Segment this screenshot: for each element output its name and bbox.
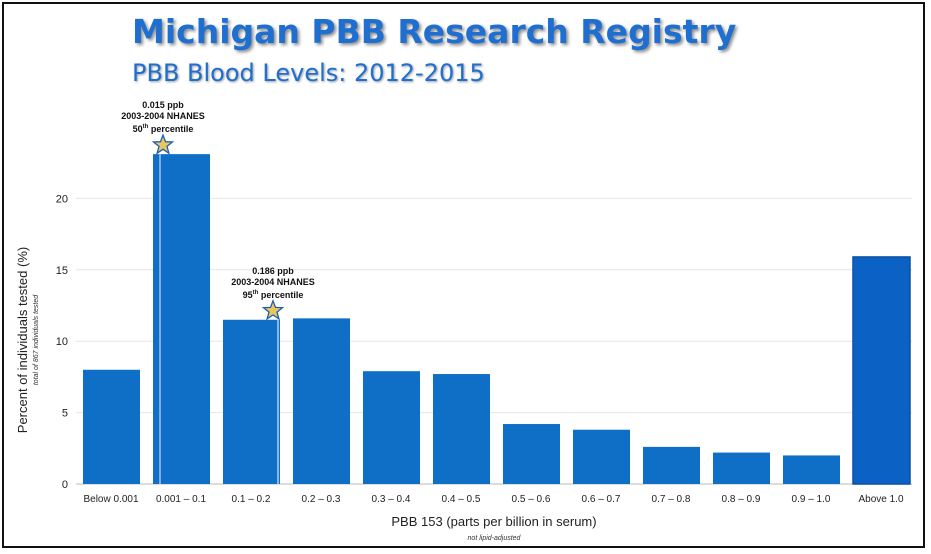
percentile-number: 95 bbox=[242, 289, 253, 300]
bar bbox=[643, 446, 700, 484]
bar bbox=[83, 369, 140, 484]
bar bbox=[223, 319, 280, 484]
x-tick-label: 0.9 – 1.0 bbox=[792, 494, 831, 505]
bar bbox=[433, 374, 490, 484]
x-axis-note: not lipid-adjusted bbox=[468, 535, 522, 542]
annotation-percentile: 95th percentile bbox=[223, 288, 323, 301]
percentile-suffix: th bbox=[142, 124, 149, 131]
y-tick-label: 0 bbox=[62, 479, 68, 491]
star-icon bbox=[151, 133, 175, 155]
y-tick-label: 5 bbox=[62, 408, 68, 420]
x-tick-label: 0.3 – 0.4 bbox=[372, 494, 411, 505]
x-tick-label: 0.8 – 0.9 bbox=[722, 494, 761, 505]
annotation-line: 0.015 ppb bbox=[142, 100, 184, 111]
star-icon bbox=[261, 298, 285, 321]
bar bbox=[503, 424, 560, 484]
percentile-suffix: th bbox=[252, 289, 259, 296]
x-tick-label: 0.2 – 0.3 bbox=[302, 494, 341, 505]
annotation-line: 0.186 ppb bbox=[252, 265, 294, 276]
y-tick-label: 15 bbox=[56, 265, 68, 277]
annotation-line: 2003-2004 NHANES bbox=[231, 276, 315, 287]
bar bbox=[153, 154, 210, 484]
y-tick-label: 10 bbox=[56, 336, 68, 348]
x-tick-label: 0.7 – 0.8 bbox=[652, 494, 691, 505]
annotation-percentile: 50th percentile bbox=[113, 122, 213, 135]
x-tick-label: 0.5 – 0.6 bbox=[512, 494, 551, 505]
x-tick-label: Below 0.001 bbox=[83, 494, 138, 505]
x-axis-label: PBB 153 (parts per billion in serum) bbox=[391, 514, 596, 529]
x-tick-label: 0.4 – 0.5 bbox=[442, 494, 481, 505]
bar bbox=[363, 371, 420, 484]
bar bbox=[783, 455, 840, 484]
annotation-line: 2003-2004 NHANES bbox=[121, 111, 205, 122]
percentile-annotation: 0.015 ppb 2003-2004 NHANES 50th percentile bbox=[113, 100, 213, 135]
bar bbox=[852, 256, 911, 485]
x-tick-label: 0.6 – 0.7 bbox=[582, 494, 621, 505]
y-axis-label: Percent of individuals tested (%) bbox=[15, 247, 30, 433]
y-tick-label: 20 bbox=[56, 193, 68, 205]
bar bbox=[293, 318, 350, 484]
x-tick-label: 0.001 – 0.1 bbox=[156, 494, 206, 505]
chart-subtitle: PBB Blood Levels: 2012-2015 bbox=[132, 59, 485, 87]
bar bbox=[713, 452, 770, 484]
percentile-word: percentile bbox=[258, 289, 304, 300]
percentile-word: percentile bbox=[148, 124, 194, 135]
bar bbox=[573, 429, 630, 484]
x-tick-label: 0.1 – 0.2 bbox=[232, 494, 271, 505]
percentile-annotation: 0.186 ppb 2003-2004 NHANES 95th percentile bbox=[223, 266, 323, 301]
x-tick-label: Above 1.0 bbox=[858, 494, 903, 505]
y-axis-note: total of 867 individuals tested bbox=[33, 294, 40, 385]
percentile-number: 50 bbox=[132, 124, 143, 135]
chart-title: Michigan PBB Research Registry bbox=[132, 12, 737, 51]
